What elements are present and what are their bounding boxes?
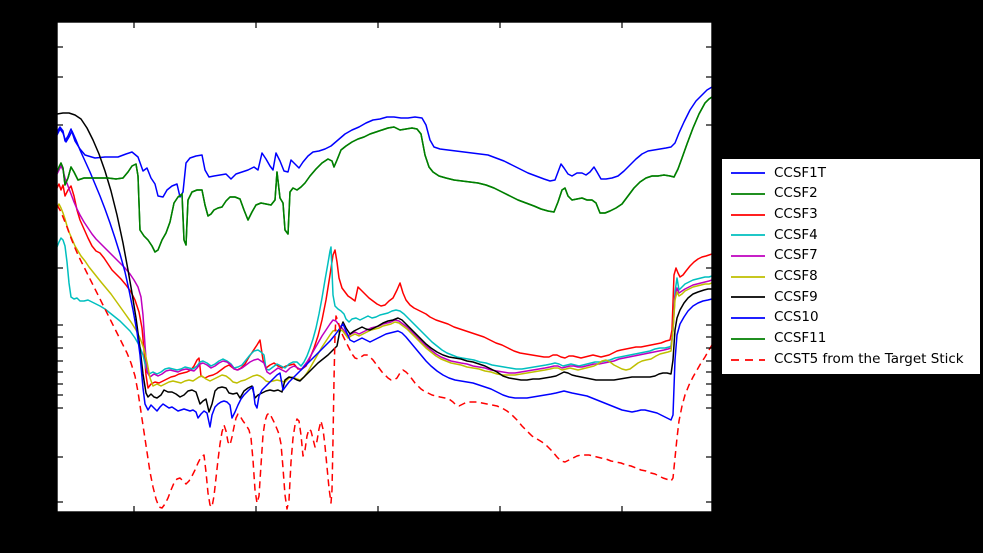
legend-item-CCSF3: CCSF3 [731,205,976,224]
legend-line-sample [731,193,765,195]
legend-item-CCS10: CCS10 [731,309,976,328]
legend-line-sample [731,275,765,278]
legend-item-CCSF1T: CCSF1T [731,164,976,183]
legend-item-CCSF8: CCSF8 [731,267,976,286]
legend-item-CCST5: CCST5 from the Target Stick [731,350,976,369]
legend-label: CCSF7 [774,247,818,264]
series-line-CCST5 [57,204,712,510]
plot-area [57,22,712,512]
legend-label: CCST5 from the Target Stick [774,350,964,367]
legend-label: CCSF4 [774,226,818,243]
series-group [57,86,712,510]
legend-line-sample [731,213,765,216]
series-line-CCS10 [57,128,712,428]
series-line-CCSF11 [57,96,712,253]
legend-item-CCSF2: CCSF2 [731,185,976,204]
series-line-CCSF1T [57,86,712,198]
series-line-CCSF3 [57,183,712,389]
legend-line-sample [731,358,765,361]
series-line-CCSF9 [57,112,712,413]
axis-ticks [57,22,712,512]
legend-item-CCSF11: CCSF11 [731,329,976,348]
legend-line-sample [731,296,765,299]
legend-label: CCSF2 [774,185,818,202]
legend-label: CCSF9 [774,288,818,305]
legend-item-CCSF4: CCSF4 [731,226,976,245]
legend-item-CCSF7: CCSF7 [731,247,976,266]
legend-label: CCSF3 [774,205,818,222]
legend-line-sample [731,317,765,320]
legend-label: CCSF11 [774,330,827,347]
legend-line-sample [731,172,765,175]
legend: CCSF1T CCSF2 CCSF3 CCSF4 CCSF7 CCSF8 CCSF9 CCS1… [721,158,981,375]
legend-line-sample [731,255,765,257]
legend-label: CCSF8 [774,268,818,285]
legend-line-sample [731,337,765,340]
legend-label: CCS10 [774,309,819,326]
plot-spines [56,21,713,513]
legend-label: CCSF1T [774,164,827,181]
legend-line-sample [731,234,765,237]
legend-item-CCSF9: CCSF9 [731,288,976,307]
series-line-CCSF8 [57,203,712,387]
